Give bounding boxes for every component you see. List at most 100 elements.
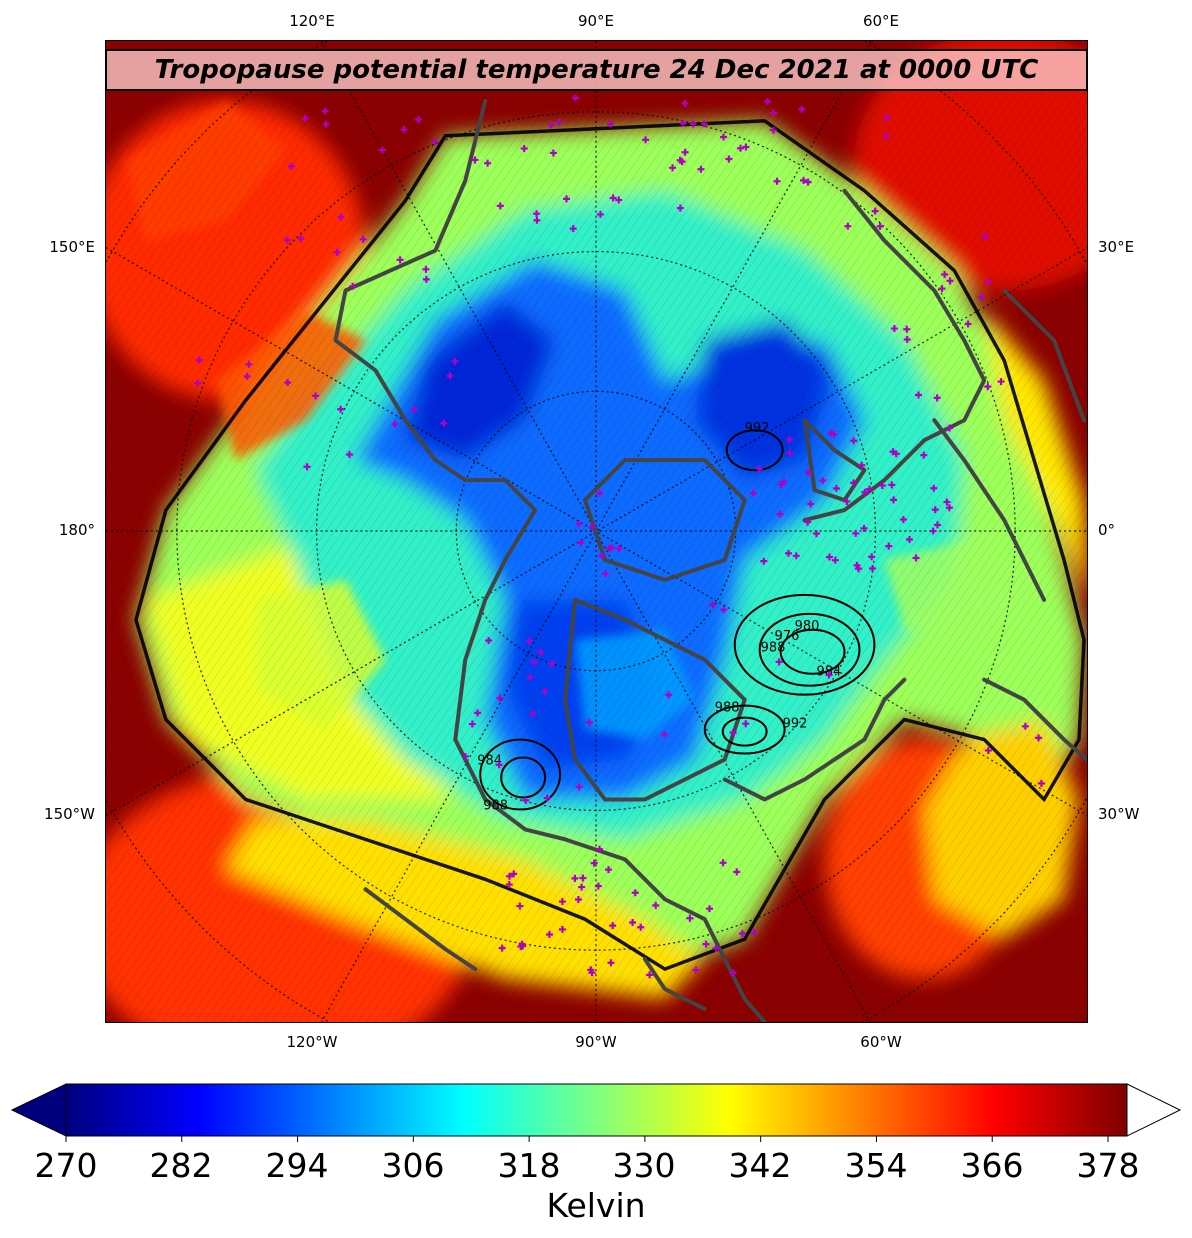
station-marker [679,119,687,127]
colorbar-tick-label: 294 [265,1146,329,1185]
station-marker [660,730,668,738]
station-marker [505,881,513,889]
colorbar-tick-label: 330 [612,1146,676,1185]
colorbar-label: Kelvin [546,1186,646,1225]
station-marker [807,500,815,508]
station-marker [414,116,422,124]
station-marker [742,720,750,728]
station-marker [585,718,593,726]
lon-label-bottom: 90°W [575,1033,617,1051]
colorbar-tick-label: 270 [34,1146,98,1185]
station-marker [883,113,891,121]
station-marker [451,358,459,366]
station-marker [594,882,602,890]
station-marker [850,437,858,445]
station-marker [598,552,606,560]
station-marker [775,658,783,666]
station-marker [558,925,566,933]
station-marker [301,114,309,122]
station-marker [712,944,720,952]
station-marker [844,222,852,230]
station-marker [800,176,808,184]
station-marker [615,196,623,204]
station-marker [938,285,946,293]
station-marker [764,98,772,106]
station-marker [596,489,603,497]
station-marker [646,971,654,979]
station-marker [930,484,938,492]
station-marker [590,859,598,867]
station-marker [605,866,613,874]
coastlines [333,98,1087,1022]
lon-label-right: 30°E [1098,238,1135,256]
station-marker [912,554,920,562]
station-marker [860,524,868,532]
station-marker [572,94,580,102]
station-marker [485,636,493,644]
station-marker [510,870,518,878]
station-marker [899,516,907,524]
station-marker [400,126,408,134]
lon-label-left: 150°W [44,805,95,823]
station-marker [676,156,684,164]
lon-label-top: 90°E [577,12,615,30]
station-marker [742,143,750,151]
theta-field [106,41,1087,1022]
station-marker [555,118,563,126]
station-marker [496,202,504,210]
station-marker [890,496,898,504]
station-marker [518,940,526,948]
station-marker [964,320,972,328]
station-marker [410,405,418,413]
station-marker [946,424,954,432]
station-marker [520,145,528,152]
station-marker [525,637,533,645]
station-marker [729,969,737,977]
station-marker [915,391,923,399]
station-marker [596,210,604,218]
station-marker [484,159,492,167]
station-marker [689,120,697,128]
station-marker [702,940,710,948]
station-marker [563,195,570,203]
station-marker [533,216,541,224]
colorbar-body [65,1083,1128,1137]
lon-label-left: 150°E [49,238,95,256]
map-title: Tropopause potential temperature 24 Dec … [105,49,1088,91]
station-marker [929,527,937,535]
station-marker [312,392,320,400]
station-marker [903,325,911,333]
station-marker [322,120,330,128]
station-marker [605,544,613,552]
station-marker [665,691,673,699]
station-marker [629,918,637,926]
station-marker [868,553,876,561]
station-marker [819,476,827,484]
station-marker [946,277,954,285]
map-area: 992 988 984 980 976 988 992 984 988 [105,40,1088,1023]
station-marker [920,451,928,459]
station-marker [1035,734,1043,742]
station-marker [391,420,399,428]
station-marker [349,282,357,290]
station-marker [709,601,717,609]
station-marker [596,845,604,853]
station-marker [571,874,579,882]
colorbar [10,1083,1182,1142]
station-marker [760,557,768,565]
lon-label-right: 30°W [1098,805,1140,823]
colorbar-tick-label: 354 [844,1146,908,1185]
station-marker [830,430,838,438]
station-marker [569,225,577,233]
pressure-label: 980 [795,619,820,634]
station-marker [577,539,585,547]
station-marker [516,902,524,910]
station-marker [681,148,689,156]
station-marker [729,729,737,737]
colorbar-extend-high [1126,1083,1182,1137]
station-marker [588,523,596,531]
station-marker [615,545,623,553]
pressure-contours [479,429,876,811]
station-marker [826,553,833,561]
station-marker [882,132,890,140]
